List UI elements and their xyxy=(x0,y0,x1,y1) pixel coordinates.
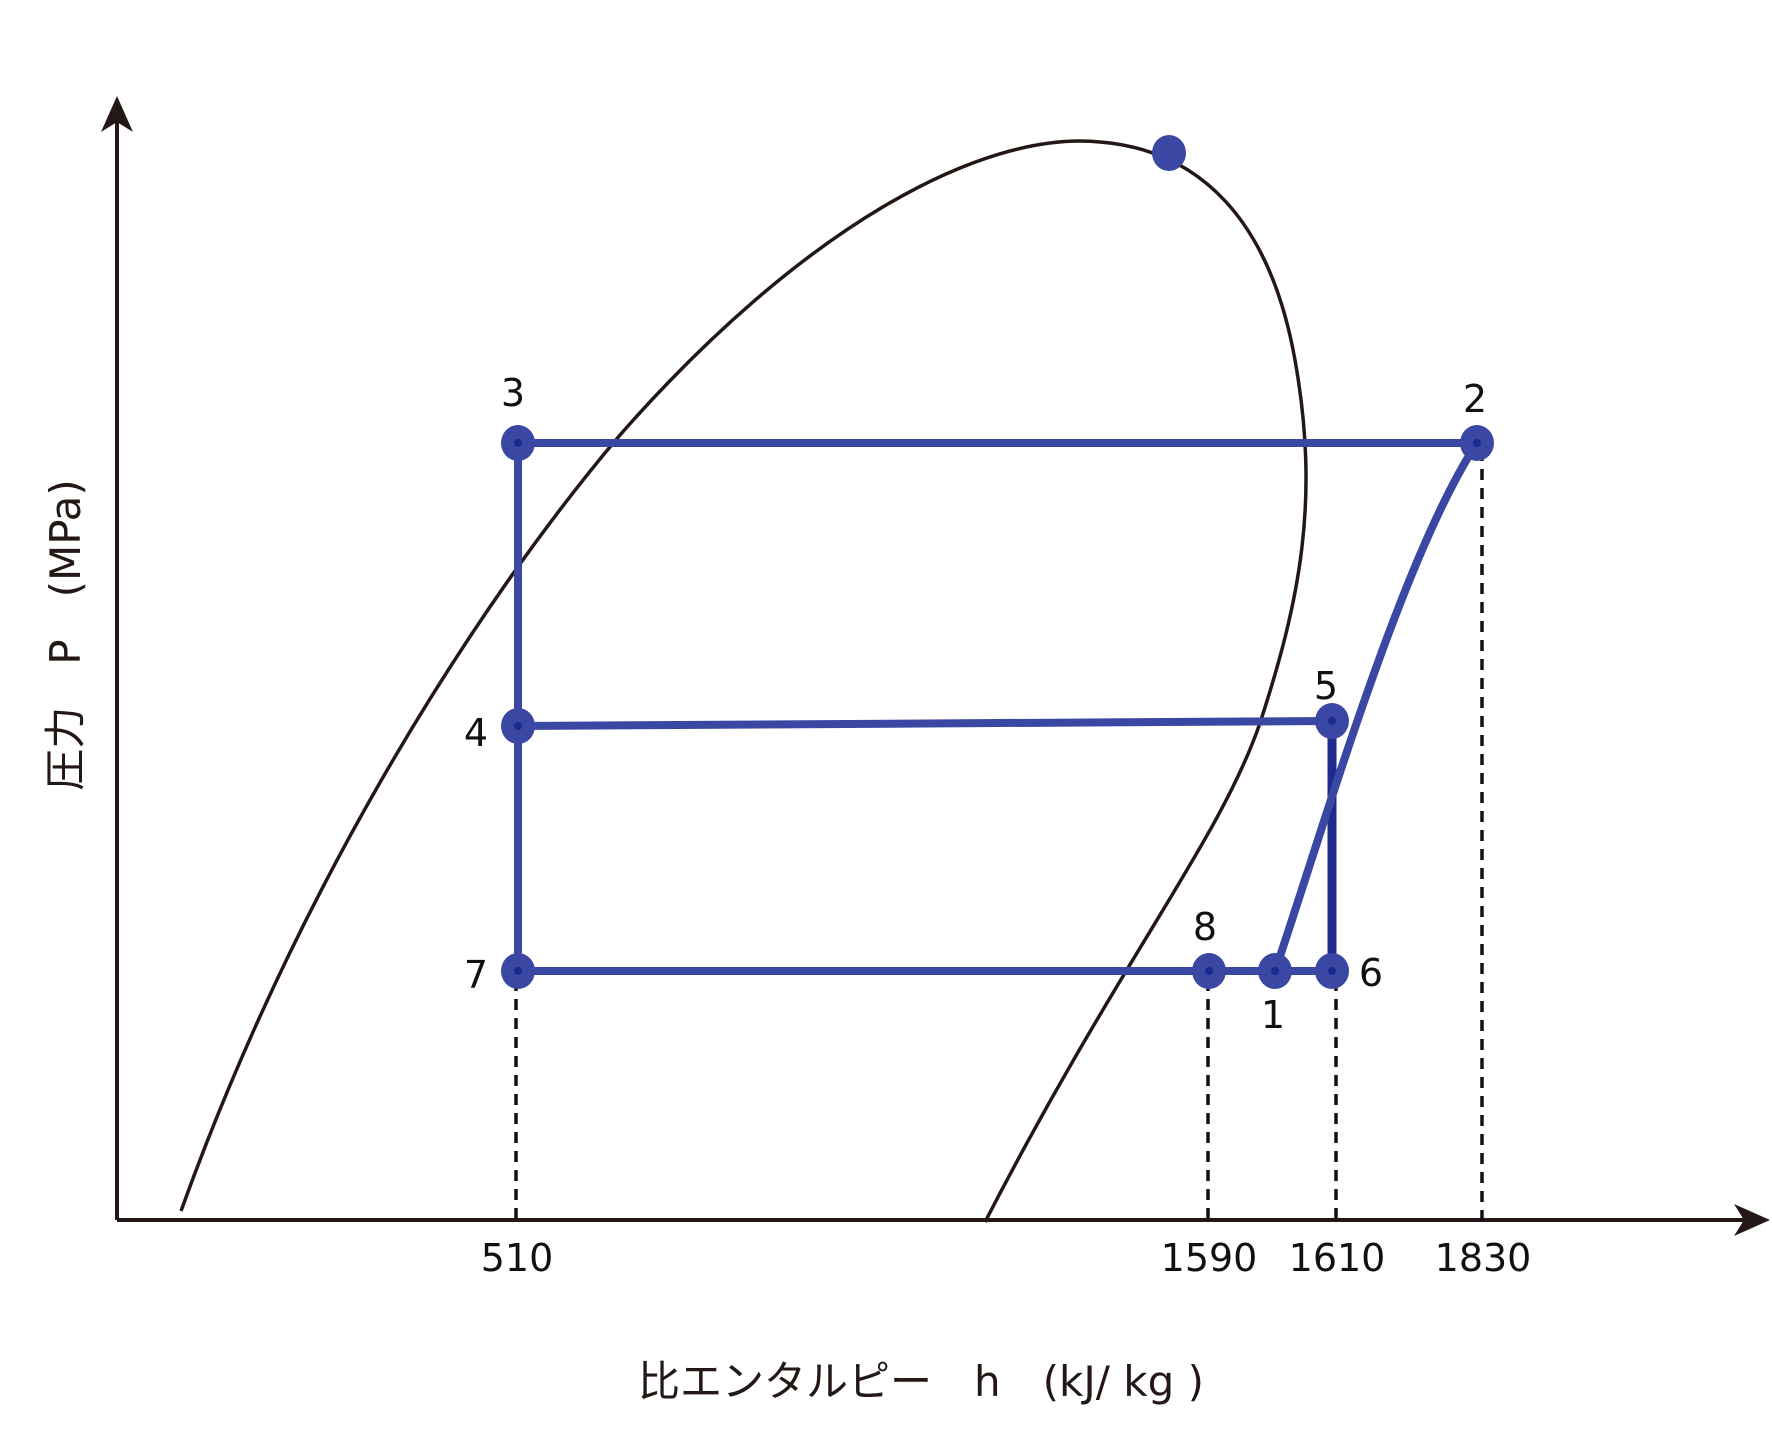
state-point-center xyxy=(514,722,522,730)
x-tick-label: 1830 xyxy=(1435,1236,1532,1280)
point-label-1: 1 xyxy=(1261,993,1285,1037)
point-label-2: 2 xyxy=(1463,377,1487,421)
state-point-center xyxy=(1473,439,1481,447)
point-label-5: 5 xyxy=(1314,664,1338,708)
x-tick-label: 1610 xyxy=(1289,1236,1386,1280)
x-axis-label: 比エンタルピー h (kJ/ kg ) xyxy=(638,1357,1204,1406)
y-axis-arrow-icon xyxy=(101,96,133,132)
state-point-center xyxy=(1328,967,1336,975)
state-point-center xyxy=(1271,967,1279,975)
x-tick-label: 1590 xyxy=(1161,1236,1258,1280)
point-label-3: 3 xyxy=(501,371,525,415)
point-label-4: 4 xyxy=(464,711,488,755)
state-point-center xyxy=(514,439,522,447)
state-point-center xyxy=(1328,717,1336,725)
x-tick-label: 510 xyxy=(481,1236,554,1280)
critical-point xyxy=(1152,135,1186,171)
y-axis-label: 圧力 P (MPa) xyxy=(41,479,90,791)
segment-1-2 xyxy=(1271,440,1481,973)
x-axis-arrow-icon xyxy=(1734,1204,1770,1236)
point-label-6: 6 xyxy=(1359,951,1383,995)
state-point-center xyxy=(1205,967,1213,975)
state-point-center xyxy=(514,967,522,975)
point-label-7: 7 xyxy=(464,953,488,997)
saturation-curve xyxy=(179,139,1308,1223)
point-label-8: 8 xyxy=(1193,905,1217,949)
segment-4-5 xyxy=(517,717,1333,730)
